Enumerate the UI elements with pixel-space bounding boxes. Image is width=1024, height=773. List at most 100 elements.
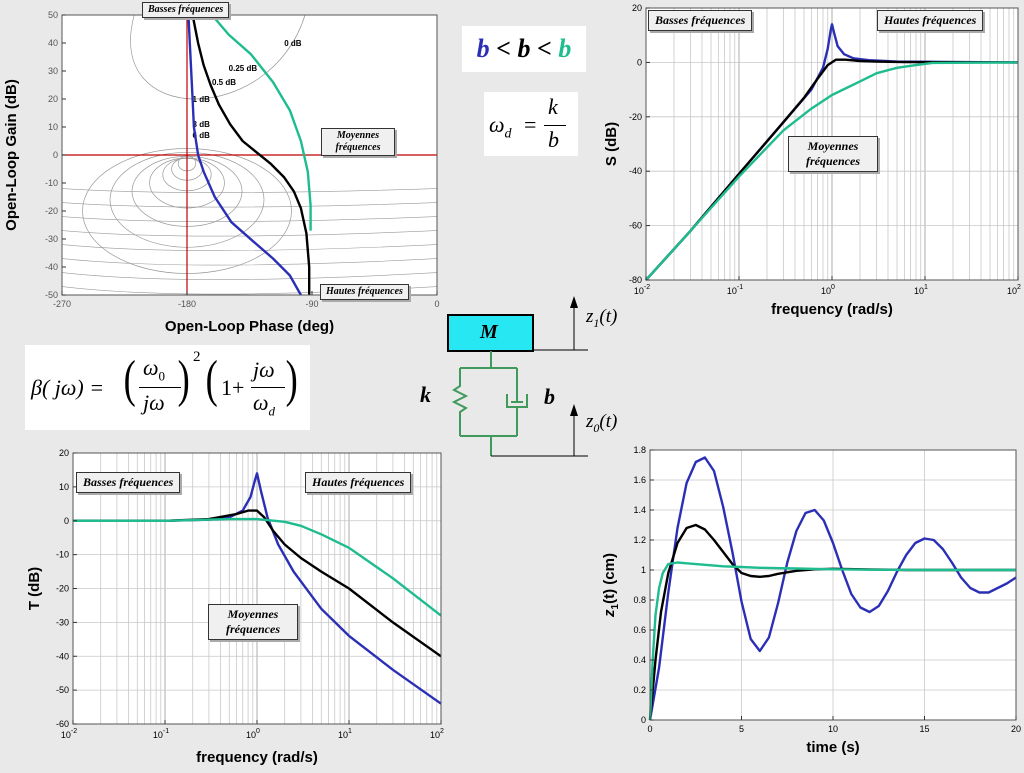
z1-arrow-head (570, 296, 578, 308)
svg-nichols-ytick-label: -40 (45, 262, 58, 272)
beta-paren-close-1: ) (177, 351, 190, 408)
beta-bar1 (139, 387, 181, 388)
svg-sens-ylabel: S (dB) (603, 122, 620, 166)
svg-nichols-ylabel: Open-Loop Gain (dB) (3, 79, 20, 231)
svg-nichols-xtick-label: -90 (305, 299, 318, 309)
svg-nichols-ytick-label: 20 (48, 94, 58, 104)
lt-2: < (537, 34, 552, 63)
sens-basses-label: Basses fréquences (648, 10, 753, 31)
b-mid: b (517, 34, 531, 63)
mass-block (447, 314, 534, 352)
svg-sens-ytick-label: -20 (629, 112, 642, 122)
spring (451, 368, 469, 436)
svg-comp-xtick-label: 10-2 (61, 728, 77, 740)
svg-nichols-ytick-label: 40 (48, 38, 58, 48)
svg-nichols-ytick-label: -10 (45, 178, 58, 188)
msd-drawing (447, 296, 588, 457)
beta-paren-open-1: ( (123, 351, 136, 408)
svg-step-xlabel: time (s) (806, 739, 859, 756)
svg-sens-ytick-label: 0 (637, 57, 642, 67)
sens-moyennes-line2: fréquences (806, 154, 860, 168)
svg-sens-xtick-label: 102 (1007, 284, 1021, 296)
svg-sens-xlabel: frequency (rad/s) (771, 301, 893, 318)
svg-nichols-ytick-label: 0 (53, 150, 58, 160)
beta-one: 1+ (221, 375, 245, 400)
svg-sens-series-mid_b (645, 58, 1019, 281)
svg-step-ytick-label: 1 (641, 565, 646, 575)
comp-moyennes-line1: Moyennes (227, 607, 279, 621)
svg-comp-ytick-label: -20 (56, 584, 69, 594)
svg-sens-xtick-label: 10-1 (727, 284, 743, 296)
svg-comp-xtick-label: 101 (338, 728, 352, 740)
svg-sens-series-high_b (645, 61, 1019, 281)
comp-moyennes-label: Moyennes fréquences (208, 604, 298, 640)
b-high: b (558, 34, 572, 63)
z0-label: z0(t) (586, 411, 618, 435)
svg-comp-ytick-label: -10 (56, 550, 69, 560)
sens-moyennes-line1: Moyennes (807, 139, 859, 153)
svg-step-xtick-label: 0 (647, 724, 652, 734)
svg-nichols-xtick-label: -180 (178, 299, 196, 309)
svg-sens-ytick-label: 20 (632, 3, 642, 13)
svg-step-ytick-label: 0.6 (633, 625, 646, 635)
svg-comp-xtick-label: 102 (430, 728, 444, 740)
svg-comp-series-mid_b (73, 509, 442, 658)
complementary-chart: -60 -50 -40 -30 -20 -10 0 10 20 10-2 10-1 100 101 102… (26, 448, 444, 766)
svg-step-ytick-label: 1.2 (633, 535, 646, 545)
beta-den1: jω (143, 390, 165, 415)
nichols-contour-open (61, 230, 438, 237)
omega-d-fracbar (544, 125, 566, 126)
svg-nichols-series-high_b (211, 14, 312, 231)
svg-sens-ytick-label: -40 (629, 166, 642, 176)
svg-nichols-ytick-label: 30 (48, 66, 58, 76)
svg-step-ytick-label: 1.6 (633, 475, 646, 485)
nichols-contour-label: 0.25 dB (229, 64, 258, 73)
svg-step-xtick-label: 5 (739, 724, 744, 734)
svg-step-ytick-label: 0.4 (633, 655, 646, 665)
mass-label: M (480, 321, 498, 343)
beta-bar2 (251, 387, 285, 388)
step-panel: 0 0.2 0.4 0.6 0.8 1 1.2 1.4 1.6 1.8 0 5 10 15 20 time (… (600, 440, 1024, 768)
comp-basses-label: Basses fréquences (76, 472, 181, 493)
nichols-contour-open (61, 244, 438, 251)
nichols-contour-label: 1 dB (193, 95, 211, 104)
nichols-hautes-label: Hautes fréquences (320, 284, 409, 300)
svg-step-xtick-label: 10 (828, 724, 838, 734)
nichols-contour-label: 6 dB (193, 131, 211, 140)
comp-moyennes-line2: fréquences (226, 622, 280, 636)
svg-comp-xtick-label: 100 (246, 728, 260, 740)
svg-nichols-ytick-label: -50 (45, 290, 58, 300)
nichols-contour-open (61, 272, 438, 280)
beta-num2: jω (253, 357, 275, 382)
nichols-basses-label: Basses fréquences (142, 2, 230, 18)
svg-comp-ytick-label: -40 (56, 651, 69, 661)
nichols-contour-label: 0 dB (284, 39, 302, 48)
nichols-contour-0db (130, 14, 306, 100)
omega-d-lhs: ωd (489, 112, 512, 142)
svg-comp-ytick-label: 0 (64, 516, 69, 526)
svg-comp-series-high_b (73, 517, 442, 617)
nichols-contour-label: 3 dB (193, 120, 211, 129)
svg-sens-xtick-label: 100 (821, 284, 835, 296)
svg-nichols-ytick-label: 50 (48, 10, 58, 20)
svg-comp-ytick-label: -50 (56, 685, 69, 695)
beta-den2: ωd (253, 390, 276, 419)
nichols-contour-open (61, 216, 438, 222)
beta-lhs: β( jω) = (31, 375, 105, 400)
svg-comp-xtick-label: 10-1 (153, 728, 169, 740)
svg-step-series-low_b (648, 456, 1017, 721)
step-response-chart: 0 0.2 0.4 0.6 0.8 1 1.2 1.4 1.6 1.8 0 5 10 15 20 time (… (601, 445, 1021, 756)
z1-label: z1(t) (586, 306, 618, 330)
sens-hautes-label: Hautes fréquences (877, 10, 984, 31)
sens-moyennes-label: Moyennes fréquences (788, 136, 878, 172)
nichols-contour-label: 0.5 dB (212, 78, 236, 87)
beta-equation: β( jω) = ( ω0 jω ) 2 ( 1+ jω ωd ) (25, 345, 310, 430)
comp-hautes-label: Hautes fréquences (305, 472, 412, 493)
lt-1: < (496, 34, 511, 63)
svg-sens-xtick-label: 10-2 (634, 284, 650, 296)
svg-sens-ytick-label: -60 (629, 221, 642, 231)
svg-step-ytick-label: 0 (641, 715, 646, 725)
nichols-moyennes-label: Moyennes fréquences (321, 128, 395, 156)
svg-sens-ytick-label: -80 (629, 275, 642, 285)
z0-arrow-head (570, 404, 578, 416)
